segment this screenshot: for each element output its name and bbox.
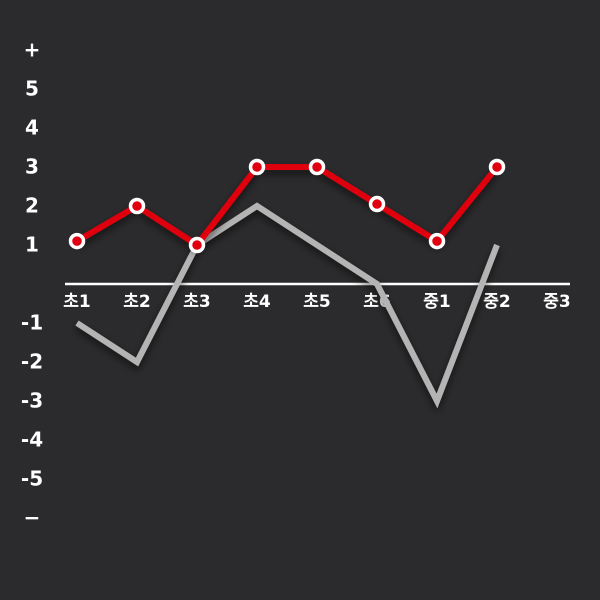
point (428, 232, 446, 250)
point (188, 236, 206, 254)
point (128, 197, 146, 215)
x-tick-label: 초2 (123, 292, 150, 312)
y-tick-label: 2 (25, 194, 39, 218)
y-tick-label: 5 (25, 77, 39, 101)
point (488, 158, 506, 176)
point (248, 158, 266, 176)
y-tick-label: -2 (21, 350, 43, 374)
series-line (75, 164, 500, 250)
x-tick-label: 초1 (63, 292, 90, 312)
point (368, 195, 386, 213)
x-tick-label: 중2 (483, 292, 510, 312)
point (68, 232, 86, 250)
x-tick-label: 중1 (423, 292, 450, 312)
y-tick-label: + (24, 38, 41, 62)
point (308, 158, 326, 176)
y-tick-label: 3 (25, 155, 39, 179)
y-tick-label: -4 (21, 428, 43, 452)
x-tick-label: 중3 (543, 292, 570, 312)
x-tick-label: 초3 (183, 292, 210, 312)
y-tick-label: − (24, 506, 41, 530)
y-tick-label: -1 (21, 311, 43, 335)
y-tick-label: -3 (21, 389, 43, 413)
y-tick-label: 4 (25, 116, 39, 140)
x-tick-label: 초4 (243, 292, 271, 312)
y-tick-label: -5 (21, 467, 43, 491)
y-tick-label: 1 (25, 233, 39, 257)
series-line (75, 202, 500, 409)
x-tick-label: 초5 (303, 292, 330, 312)
